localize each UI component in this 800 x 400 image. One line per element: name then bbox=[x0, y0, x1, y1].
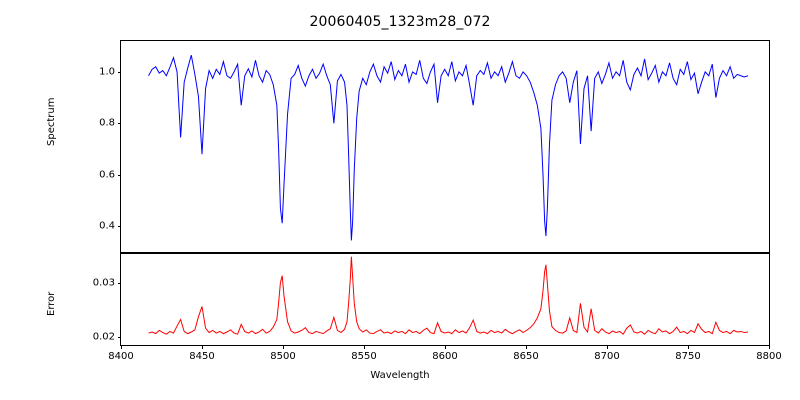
x-tick-mark bbox=[445, 345, 447, 349]
error-line-series bbox=[121, 254, 769, 345]
spectrum-polyline bbox=[149, 55, 748, 240]
error-plot-panel: 0.02 0.03 8400 8450 8500 8550 8600 8650 8700 875… bbox=[93, 253, 782, 362]
x-tick-label: 8550 bbox=[351, 351, 377, 362]
x-tick-mark bbox=[607, 345, 609, 349]
x-tick-label: 8400 bbox=[108, 351, 134, 362]
y-axis-label-error: Error bbox=[46, 291, 57, 316]
x-tick-mark bbox=[364, 345, 366, 349]
x-tick-label: 8500 bbox=[270, 351, 296, 362]
y-tick-mark bbox=[117, 123, 121, 125]
x-axis-label: Wavelength bbox=[370, 370, 430, 381]
y-axis-label-spectrum: Spectrum bbox=[46, 97, 57, 146]
y-tick-label: 0.6 bbox=[99, 169, 115, 181]
x-tick-label: 8450 bbox=[189, 351, 215, 362]
x-tick-mark bbox=[769, 345, 771, 349]
x-tick-label: 8750 bbox=[675, 351, 701, 362]
y-tick-mark bbox=[117, 226, 121, 228]
spectrum-line-series bbox=[121, 41, 769, 252]
error-polyline bbox=[149, 257, 748, 334]
y-tick-mark bbox=[117, 174, 121, 176]
x-tick-mark bbox=[688, 345, 690, 349]
x-tick-mark bbox=[121, 345, 123, 349]
y-tick-label: 1.0 bbox=[99, 66, 115, 78]
y-tick-label: 0.8 bbox=[99, 117, 115, 129]
x-tick-label: 8600 bbox=[432, 351, 458, 362]
y-tick-mark bbox=[117, 71, 121, 73]
y-tick-label: 0.03 bbox=[92, 277, 115, 289]
x-tick-mark bbox=[202, 345, 204, 349]
x-tick-label: 8650 bbox=[513, 351, 539, 362]
spectrum-plot-panel: 0.4 0.6 0.8 1.0 bbox=[99, 40, 770, 253]
x-tick-mark bbox=[283, 345, 285, 349]
y-tick-mark bbox=[117, 282, 121, 284]
y-tick-label: 0.4 bbox=[99, 220, 115, 232]
x-tick-label: 8800 bbox=[756, 351, 782, 362]
x-tick-label: 8700 bbox=[594, 351, 620, 362]
y-tick-label: 0.02 bbox=[92, 331, 115, 343]
x-tick-mark bbox=[526, 345, 528, 349]
y-tick-mark bbox=[117, 336, 121, 338]
page-title: 20060405_1323m28_072 bbox=[309, 14, 491, 30]
